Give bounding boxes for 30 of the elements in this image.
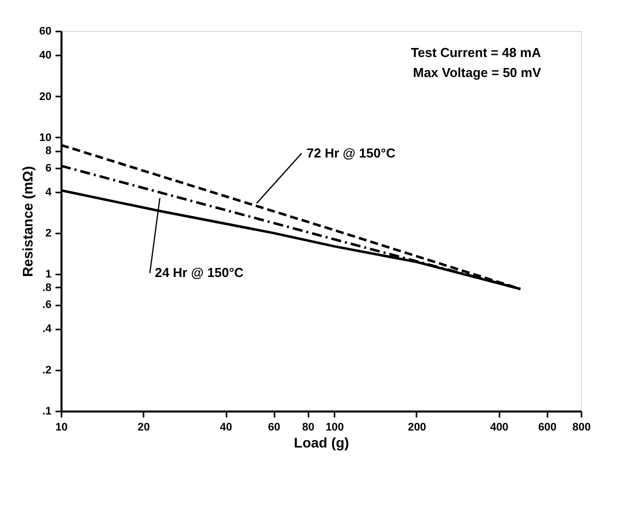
y-tick-label: 4 [45,186,52,198]
x-tick-label: 100 [326,422,344,434]
annotation: 24 Hr @ 150°C [154,265,244,280]
y-tick-label: 6 [45,162,52,174]
annotation: 72 Hr @ 150°C [306,145,396,160]
x-tick-label: 60 [268,422,280,434]
x-tick-label: 40 [220,422,232,434]
x-tick-label: 600 [538,422,557,434]
y-tick-label: 60 [39,26,52,38]
y-tick-label: 40 [39,50,52,62]
x-axis-title: Load (g) [294,434,350,450]
y-tick-label: .2 [42,364,52,376]
y-tick-label: 8 [45,145,52,158]
y-tick-label: 20 [39,90,52,103]
x-tick-label: 400 [490,422,508,434]
y-tick-label: .8 [42,282,52,294]
annotation: Test Current = 48 mA [410,45,542,60]
y-tick-label: .6 [42,299,52,312]
x-tick-label: 20 [138,422,150,434]
x-tick-label: 80 [302,422,314,434]
annotation: Max Voltage = 50 mV [412,65,542,80]
y-tick-label: .1 [42,406,52,418]
x-tick-label: 200 [408,422,426,434]
y-tick-label: 1 [45,268,52,281]
x-tick-label: 10 [55,422,68,434]
y-tick-label: 10 [39,132,52,144]
y-tick-label: .4 [42,323,52,336]
y-tick-label: 2 [45,228,52,240]
y-axis-title: Resistance (mΩ) [19,166,36,277]
x-tick-label: 800 [572,422,591,434]
